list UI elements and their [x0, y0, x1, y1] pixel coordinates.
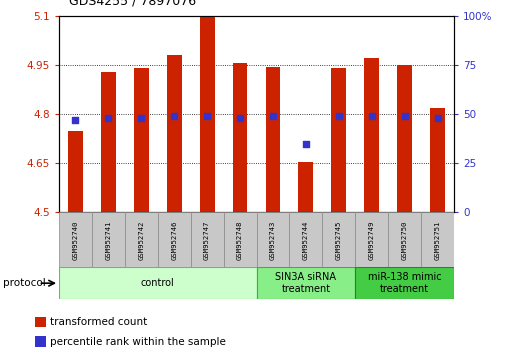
- Text: GSM952741: GSM952741: [105, 220, 111, 259]
- Bar: [191, 212, 224, 267]
- Point: [203, 113, 211, 119]
- Text: control: control: [141, 278, 174, 288]
- Bar: [364, 58, 379, 212]
- Bar: [232, 63, 247, 212]
- Bar: [158, 212, 191, 267]
- Bar: [299, 162, 313, 212]
- Bar: [134, 68, 149, 212]
- Text: GSM952745: GSM952745: [336, 220, 342, 259]
- Point: [368, 113, 376, 119]
- Text: GSM952744: GSM952744: [303, 220, 309, 259]
- Point: [302, 141, 310, 147]
- Bar: [289, 212, 322, 267]
- Bar: [35, 317, 47, 327]
- Bar: [322, 212, 355, 267]
- Text: percentile rank within the sample: percentile rank within the sample: [50, 337, 226, 347]
- Point: [71, 117, 80, 123]
- Text: GDS4255 / 7897076: GDS4255 / 7897076: [69, 0, 196, 7]
- Text: GSM952746: GSM952746: [171, 220, 177, 259]
- Text: GSM952751: GSM952751: [435, 220, 441, 259]
- Bar: [59, 212, 92, 267]
- Bar: [430, 108, 445, 212]
- Bar: [125, 212, 158, 267]
- Point: [170, 113, 179, 119]
- Bar: [59, 267, 256, 299]
- Point: [104, 115, 112, 121]
- Text: GSM952748: GSM952748: [237, 220, 243, 259]
- Point: [236, 115, 244, 121]
- Text: protocol: protocol: [3, 278, 45, 288]
- Bar: [266, 67, 281, 212]
- Text: transformed count: transformed count: [50, 317, 147, 327]
- Text: GSM952742: GSM952742: [139, 220, 144, 259]
- Bar: [355, 212, 388, 267]
- Point: [433, 115, 442, 121]
- Bar: [256, 212, 289, 267]
- Bar: [68, 131, 83, 212]
- Text: SIN3A siRNA
treatment: SIN3A siRNA treatment: [275, 272, 337, 294]
- Bar: [388, 212, 421, 267]
- Bar: [200, 16, 214, 212]
- Bar: [331, 68, 346, 212]
- Bar: [35, 336, 47, 347]
- Point: [334, 113, 343, 119]
- Point: [137, 115, 145, 121]
- Bar: [256, 267, 355, 299]
- Text: GSM952743: GSM952743: [270, 220, 276, 259]
- Bar: [355, 267, 454, 299]
- Point: [401, 113, 409, 119]
- Point: [269, 113, 277, 119]
- Bar: [397, 65, 412, 212]
- Bar: [167, 55, 182, 212]
- Text: GSM952750: GSM952750: [402, 220, 408, 259]
- Bar: [92, 212, 125, 267]
- Bar: [101, 72, 116, 212]
- Text: miR-138 mimic
treatment: miR-138 mimic treatment: [368, 272, 442, 294]
- Text: GSM952747: GSM952747: [204, 220, 210, 259]
- Text: GSM952740: GSM952740: [72, 220, 78, 259]
- Text: GSM952749: GSM952749: [369, 220, 374, 259]
- Bar: [224, 212, 256, 267]
- Bar: [421, 212, 454, 267]
